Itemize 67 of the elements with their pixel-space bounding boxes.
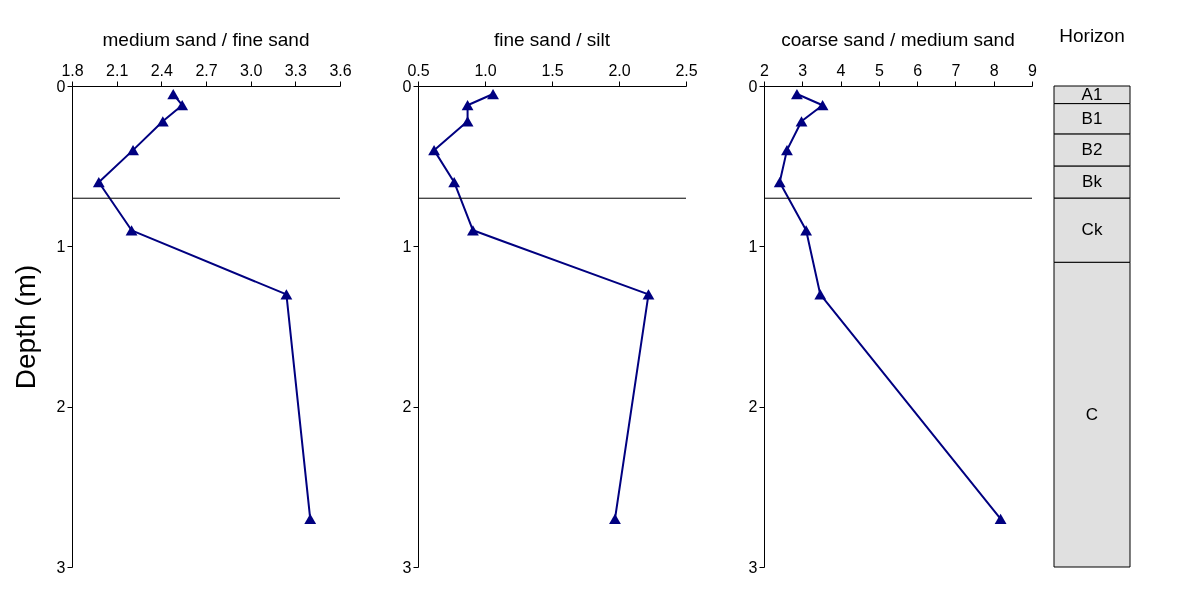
y-tick-label: 3 xyxy=(56,558,66,576)
x-tick-label: 1.5 xyxy=(541,61,564,79)
chart-title: Horizon xyxy=(1059,24,1125,46)
point xyxy=(800,225,813,236)
y-axis-title: Depth (m) xyxy=(9,264,41,390)
y-tick-label: 2 xyxy=(56,398,66,416)
point xyxy=(304,513,317,525)
point xyxy=(448,177,461,188)
point xyxy=(280,289,293,300)
point xyxy=(609,513,621,525)
point xyxy=(461,116,474,127)
series-label: Bk xyxy=(1082,172,1103,192)
x-tick-label: 3 xyxy=(798,61,808,79)
x-tick-label: 5 xyxy=(874,61,884,79)
point xyxy=(816,100,829,111)
point xyxy=(487,88,499,100)
x-tick-label: 7 xyxy=(951,61,961,79)
x-tick-label: 2.7 xyxy=(195,61,218,79)
y-tick-label: 1 xyxy=(402,237,412,255)
point xyxy=(814,289,827,300)
x-tick-label: 4 xyxy=(836,61,846,79)
point xyxy=(642,289,655,300)
y-tick-label: 2 xyxy=(748,398,758,416)
point xyxy=(791,88,803,100)
x-tick-label: 3.3 xyxy=(284,61,308,79)
chart-title: fine sand / silt xyxy=(493,29,611,50)
x-tick-label: 9 xyxy=(1028,61,1038,79)
x-tick-label: 2.0 xyxy=(608,61,631,79)
point xyxy=(92,177,105,188)
point xyxy=(781,145,793,156)
y-tick-label: 0 xyxy=(402,77,412,95)
point xyxy=(176,100,189,111)
x-tick-label: 8 xyxy=(989,61,999,79)
point xyxy=(125,225,138,236)
x-tick-label: 2.1 xyxy=(106,61,129,79)
x-tick-label: 0.5 xyxy=(407,61,430,79)
series-label: C xyxy=(1085,404,1099,424)
point xyxy=(428,145,440,156)
y-tick-label: 1 xyxy=(748,237,758,255)
y-tick-label: 2 xyxy=(402,398,412,416)
x-tick-label: 6 xyxy=(913,61,923,79)
series-label: B1 xyxy=(1081,108,1103,128)
x-tick-label: 2 xyxy=(760,61,770,79)
point xyxy=(156,116,169,127)
point xyxy=(461,100,474,111)
y-tick-label: 3 xyxy=(748,558,758,576)
point xyxy=(467,225,479,236)
x-tick-label: 2.5 xyxy=(675,61,698,79)
series-label: A1 xyxy=(1081,84,1103,104)
x-tick-label: 2.4 xyxy=(150,61,174,79)
y-tick-label: 1 xyxy=(56,237,66,255)
y-tick-label: 3 xyxy=(402,558,412,576)
chart-title: coarse sand / medium sand xyxy=(781,29,1015,50)
series-label: Ck xyxy=(1081,220,1103,240)
x-tick-label: 3.0 xyxy=(240,61,263,79)
series-label: B2 xyxy=(1081,140,1103,160)
point xyxy=(795,116,808,127)
point xyxy=(167,88,180,100)
chart-title: medium sand / fine sand xyxy=(102,29,310,50)
y-tick-label: 0 xyxy=(56,77,66,95)
point xyxy=(773,177,786,188)
x-tick-label: 1.8 xyxy=(61,61,84,79)
point xyxy=(994,513,1007,525)
y-tick-label: 0 xyxy=(748,77,758,95)
x-tick-label: 1.0 xyxy=(474,61,497,79)
point xyxy=(127,145,139,156)
x-tick-label: 3.6 xyxy=(329,61,352,79)
